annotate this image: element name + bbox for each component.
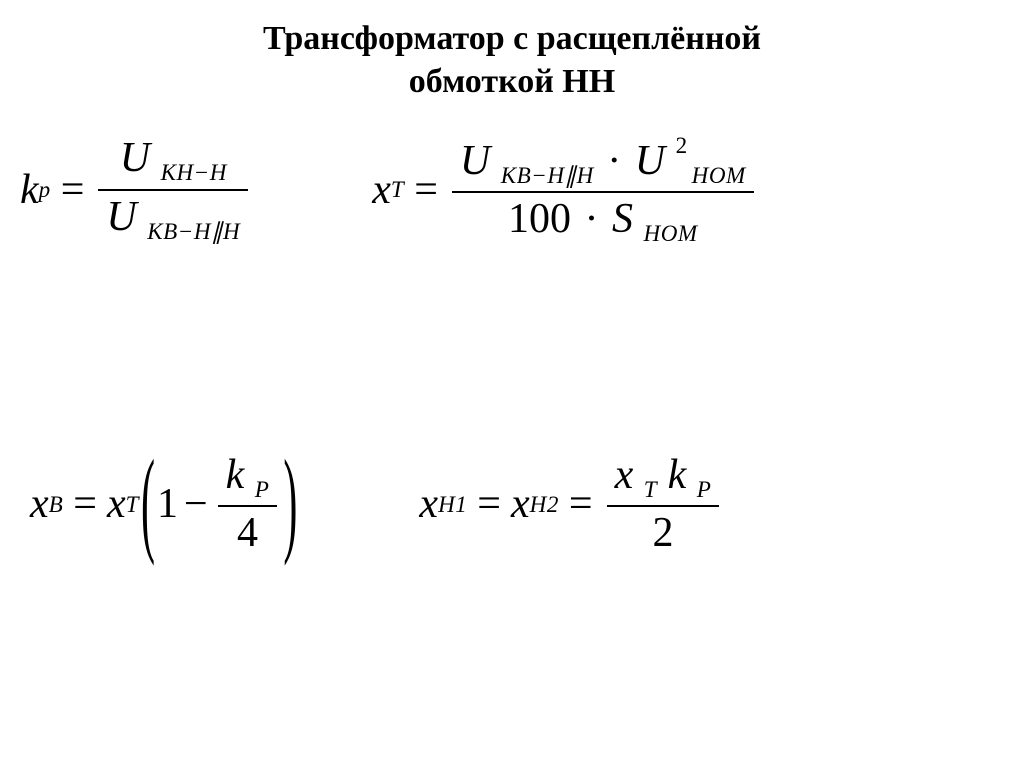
dot-sign: · (582, 196, 602, 242)
xB-inner-const: 1 (157, 480, 178, 528)
dot-sign: · (604, 138, 624, 184)
xH-den: 2 (644, 507, 681, 559)
equals-sign: = (467, 480, 511, 528)
equals-sign: = (51, 166, 95, 214)
kp-lhs-sub: p (39, 176, 51, 203)
formula-xB: x B = x T ( 1 − k P 4 (30, 449, 299, 559)
xT-den-const: 100 (508, 196, 571, 242)
xH-lhs2-var: x (511, 480, 530, 528)
formula-row-1: k p = U KH−H U KB−H∥H x T (0, 130, 1024, 249)
kp-lhs-var: k (20, 166, 39, 214)
xB-paren-content: 1 − k P 4 (157, 449, 281, 559)
xT-num-var2: U (635, 138, 665, 184)
lparen: ( (141, 437, 155, 571)
formula-row-2: x B = x T ( 1 − k P 4 (0, 449, 1024, 559)
xT-num-sub1: KB−H∥H (501, 162, 594, 188)
xT-lhs-var: x (372, 166, 391, 214)
xH-num-var1: x (615, 452, 634, 498)
xT-num-var1: U (460, 138, 490, 184)
kp-num-var: U (120, 135, 150, 181)
formula-xT: x T = U KB−H∥H · U 2 HOM 100 · (372, 130, 758, 249)
xB-frac-den: 4 (229, 507, 266, 559)
xH-lhs1-sub: H1 (438, 491, 467, 518)
kp-fraction: U KH−H U KB−H∥H (98, 132, 248, 246)
xT-num-sub2: HOM (692, 162, 746, 188)
xT-den-sub: HOM (644, 220, 698, 246)
xT-fraction: U KB−H∥H · U 2 HOM 100 · S HOM (452, 130, 754, 249)
minus-sign: − (178, 480, 214, 528)
xH-lhs1-var: x (419, 480, 438, 528)
xH-lhs2-sub: H2 (530, 491, 559, 518)
xB-frac-num-var: k (226, 452, 245, 498)
formula-area: k p = U KH−H U KB−H∥H x T (0, 130, 1024, 559)
xH-fraction: x T k P 2 (607, 449, 720, 559)
xT-num-sup2: 2 (676, 132, 688, 158)
kp-den-var: U (106, 194, 136, 240)
rparen: ) (283, 437, 297, 571)
kp-num-sub: KH−H (161, 160, 227, 186)
xB-rhs-sub: T (126, 491, 139, 518)
xT-lhs-sub: T (391, 176, 404, 203)
xH-num-sub1: T (644, 476, 657, 502)
kp-den-sub: KB−H∥H (147, 218, 240, 244)
xB-lhs-sub: B (49, 491, 64, 518)
xB-inner-fraction: k P 4 (218, 449, 278, 559)
equals-sign: = (404, 166, 448, 214)
xH-num-sub2: P (697, 476, 712, 502)
equals-sign: = (559, 480, 603, 528)
xB-lhs-var: x (30, 480, 49, 528)
xT-den-var: S (612, 196, 633, 242)
xH-num-var2: k (668, 452, 687, 498)
formula-xH: x H1 = x H2 = x T k P 2 (419, 449, 723, 559)
xB-frac-num-sub: P (255, 476, 270, 502)
title-line-2: обмоткой НН (409, 63, 615, 100)
equals-sign: = (63, 480, 107, 528)
formula-kp: k p = U KH−H U KB−H∥H (20, 132, 252, 246)
page-title: Трансформатор с расщеплённой обмоткой НН (0, 0, 1024, 103)
page: Трансформатор с расщеплённой обмоткой НН… (0, 0, 1024, 767)
title-line-1: Трансформатор с расщеплённой (263, 20, 761, 57)
xB-rhs-var: x (107, 480, 126, 528)
